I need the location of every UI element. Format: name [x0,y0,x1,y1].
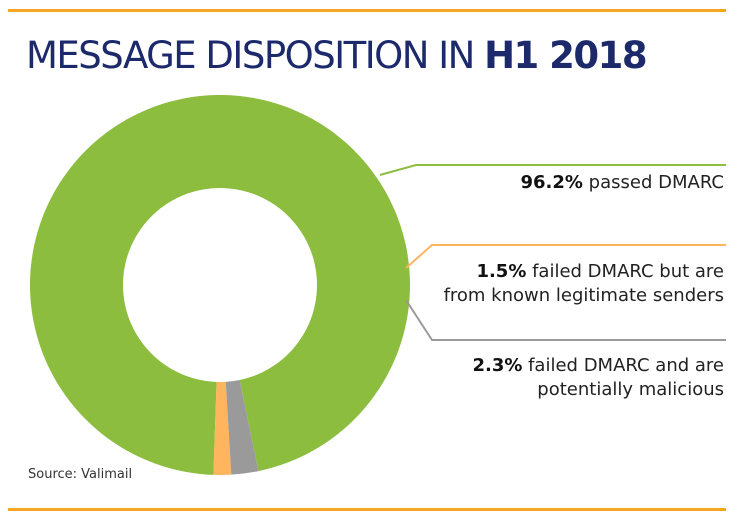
slice-failed-malicious [225,379,259,475]
bottom-rule [8,508,726,511]
label-failed-malicious: 2.3% failed DMARC and are potentially ma… [472,354,724,402]
leader-line-failed-legitimate [405,244,726,269]
title-light: MESSAGE DISPOSITION IN [26,34,485,77]
label-text-line2: from known legitimate senders [443,285,724,306]
label-text: passed DMARC [582,172,724,193]
slice-failed-legitimate [213,381,232,476]
slice-passed-dmarc [29,95,411,475]
label-passed-dmarc: 96.2% passed DMARC [521,171,725,195]
label-value: 1.5% [476,261,527,282]
leader-line-failed-malicious [405,299,726,341]
source-note: Source: Valimail [28,467,133,482]
leader-line-passed [379,164,726,176]
label-value: 96.2% [520,172,583,193]
label-text-line2: potentially malicious [537,379,724,400]
label-text: failed DMARC but are [526,261,724,282]
label-text: failed DMARC and are [522,355,724,376]
title-bold: H1 2018 [484,34,648,77]
label-failed-legitimate: 1.5% failed DMARC but are from known leg… [444,260,724,308]
top-rule [8,9,726,12]
page-title: MESSAGE DISPOSITION IN H1 2018 [26,34,648,77]
label-value: 2.3% [472,355,523,376]
